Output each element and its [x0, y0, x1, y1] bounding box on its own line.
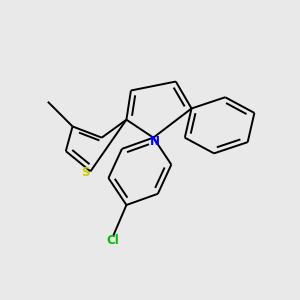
Text: Cl: Cl [106, 234, 119, 248]
Text: S: S [81, 166, 89, 179]
Text: N: N [149, 134, 160, 148]
